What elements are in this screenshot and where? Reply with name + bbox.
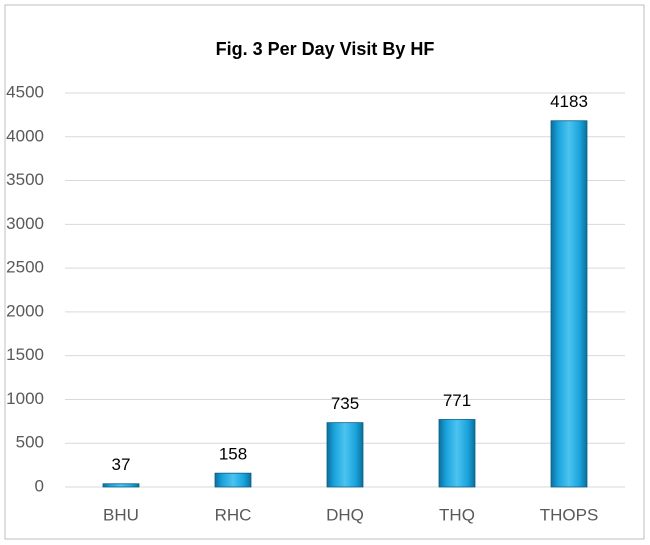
y-tick-label: 3500 bbox=[6, 170, 44, 189]
x-tick-label: THQ bbox=[439, 505, 475, 524]
bar bbox=[214, 472, 252, 488]
x-tick-label: DHQ bbox=[326, 505, 364, 524]
chart-title: Fig. 3 Per Day Visit By HF bbox=[216, 39, 435, 59]
chart-border bbox=[4, 4, 645, 540]
y-tick-label: 1000 bbox=[6, 389, 44, 408]
y-tick-label: 3000 bbox=[6, 214, 44, 233]
bar bbox=[326, 422, 364, 488]
x-tick-label: BHU bbox=[103, 505, 139, 524]
x-tick-label: RHC bbox=[215, 505, 252, 524]
data-label: 771 bbox=[443, 391, 471, 410]
bar bbox=[550, 120, 588, 488]
data-label: 735 bbox=[331, 394, 359, 413]
data-label: 158 bbox=[219, 445, 247, 464]
y-tick-label: 0 bbox=[35, 476, 44, 495]
y-tick-label: 1500 bbox=[6, 345, 44, 364]
y-tick-label: 2000 bbox=[6, 301, 44, 320]
y-tick-label: 4500 bbox=[6, 82, 44, 101]
bar bbox=[438, 419, 476, 488]
data-label: 4183 bbox=[550, 92, 588, 111]
bar bbox=[102, 483, 140, 488]
y-tick-label: 500 bbox=[16, 433, 44, 452]
y-tick-label: 4000 bbox=[6, 126, 44, 145]
y-tick-label: 2500 bbox=[6, 258, 44, 277]
x-tick-label: THOPS bbox=[540, 505, 599, 524]
data-label: 37 bbox=[112, 455, 131, 474]
